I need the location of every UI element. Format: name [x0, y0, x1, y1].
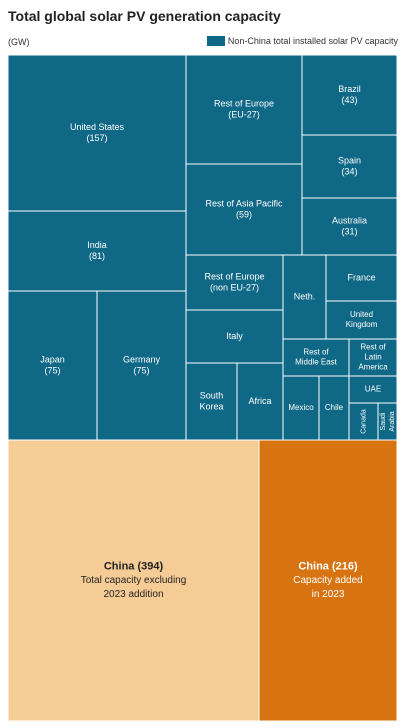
treemap-cell-united-states — [7, 54, 187, 212]
treemap-cell-chile — [318, 375, 350, 441]
treemap-cell-south-korea — [185, 362, 238, 441]
treemap-cell-australia — [301, 197, 398, 256]
treemap-label-rest-of-europe-eu27: Rest of Europe — [214, 98, 274, 108]
legend-swatch — [206, 36, 225, 46]
treemap-cell-china-existing — [7, 439, 260, 722]
treemap-node-united-states: United States(157) — [7, 54, 187, 212]
treemap-label-rest-of-latin-america: America — [358, 363, 388, 372]
treemap-node-france: France — [325, 254, 398, 302]
treemap-node-rest-of-europe-eu27: Rest of Europe(EU-27) — [185, 54, 303, 165]
treemap-node-mexico: Mexico — [282, 375, 320, 441]
treemap-label-south-korea: South — [200, 390, 224, 400]
treemap-label-canada: Canada — [360, 409, 367, 434]
treemap-cell-brazil — [301, 54, 398, 136]
treemap-label-germany: (75) — [133, 365, 149, 375]
treemap-label-japan: Japan — [40, 354, 65, 364]
treemap-label-brazil: (43) — [341, 95, 357, 105]
treemap-label-spain: Spain — [338, 155, 361, 165]
treemap-label-india: (81) — [89, 251, 105, 261]
treemap-label-rest-of-asia-pacific: Rest of Asia Pacific — [205, 198, 283, 208]
treemap-label-africa: Africa — [248, 396, 271, 406]
treemap-label-australia: (31) — [341, 226, 357, 236]
treemap-label-china-existing: China (394) — [104, 560, 164, 572]
treemap-node-italy: Italy — [185, 309, 284, 364]
treemap-label-china-added: China (216) — [298, 560, 358, 572]
treemap-cell-india — [7, 210, 187, 292]
treemap-label-united-states: (157) — [86, 133, 107, 143]
treemap-label-india: India — [87, 240, 107, 250]
legend-label: Non-China total installed solar PV capac… — [227, 36, 398, 46]
treemap-node-japan: Japan(75) — [7, 290, 98, 441]
treemap-node-australia: Australia(31) — [301, 197, 398, 256]
chart-title: Total global solar PV generation capacit… — [8, 8, 281, 24]
treemap-label-united-states: United States — [70, 122, 125, 132]
treemap-label-rest-of-europe-non-eu27: Rest of Europe — [204, 271, 264, 281]
treemap-label-rest-of-europe-non-eu27: (non EU-27) — [210, 282, 259, 292]
treemap-label-china-existing: Total capacity excluding — [81, 575, 187, 586]
treemap-label-rest-of-latin-america: Rest of — [360, 343, 386, 352]
treemap-node-africa: Africa — [236, 362, 284, 441]
treemap-cell-china-added — [258, 439, 398, 722]
treemap-node-uae: UAE — [348, 375, 398, 404]
treemap-label-germany: Germany — [123, 354, 161, 364]
treemap-label-mexico: Mexico — [288, 403, 314, 412]
treemap-node-germany: Germany(75) — [96, 290, 187, 441]
treemap-cell-japan — [7, 290, 98, 441]
treemap-cell-italy — [185, 309, 284, 364]
treemap-cell-spain — [301, 134, 398, 199]
treemap-label-saudi-arabia: Saudi — [380, 412, 387, 430]
treemap-label-spain: (34) — [341, 166, 357, 176]
treemap-label-china-added: Capacity added — [293, 575, 363, 586]
treemap-node-spain: Spain(34) — [301, 134, 398, 199]
treemap-cell-africa — [236, 362, 284, 441]
treemap-cell-united-kingdom — [325, 300, 398, 340]
treemap-node-brazil: Brazil(43) — [301, 54, 398, 136]
treemap-label-italy: Italy — [226, 331, 243, 341]
treemap-cell-rest-of-latin-america — [348, 338, 398, 377]
legend: Non-China total installed solar PV capac… — [206, 36, 398, 46]
treemap-label-chile: Chile — [325, 403, 344, 412]
treemap-label-rest-of-middle-east: Middle East — [295, 358, 338, 367]
treemap-label-rest-of-latin-america: Latin — [364, 353, 381, 362]
treemap-cell-rest-of-middle-east — [282, 338, 350, 377]
treemap-label-brazil: Brazil — [338, 84, 361, 94]
treemap-label-united-kingdom: Kingdom — [346, 320, 378, 329]
treemap-node-rest-of-europe-non-eu27: Rest of Europe(non EU-27) — [185, 254, 284, 311]
treemap-label-united-kingdom: United — [350, 310, 373, 319]
treemap-label-rest-of-middle-east: Rest of — [303, 348, 329, 357]
treemap-label-rest-of-asia-pacific: (59) — [236, 209, 252, 219]
treemap-node-india: India(81) — [7, 210, 187, 292]
treemap-node-china-added: China (216) Capacity added in 2023 — [258, 439, 398, 722]
treemap-label-japan: (75) — [44, 365, 60, 375]
treemap-label-uae: UAE — [365, 385, 381, 394]
treemap-label-south-korea: Korea — [199, 401, 223, 411]
treemap-node-chile: Chile — [318, 375, 350, 441]
treemap-cell-germany — [96, 290, 187, 441]
treemap-label-china-added: in 2023 — [312, 589, 345, 600]
unit-label: (GW) — [8, 37, 30, 47]
treemap-label-rest-of-europe-eu27: (EU-27) — [228, 109, 260, 119]
treemap-label-netherlands: Neth. — [294, 291, 316, 301]
treemap-cell-rest-of-asia-pacific — [185, 163, 303, 256]
treemap-node-saudi-arabia: Saudi Arabia — [377, 402, 398, 441]
treemap-label-france: France — [347, 272, 375, 282]
treemap-node-rest-of-asia-pacific: Rest of Asia Pacific(59) — [185, 163, 303, 256]
treemap-label-australia: Australia — [332, 215, 367, 225]
treemap-label-saudi-arabia: Arabia — [389, 411, 396, 431]
treemap-node-netherlands: Neth. — [282, 254, 327, 340]
treemap-label-china-existing: 2023 addition — [103, 589, 163, 600]
treemap-node-canada: Canada — [348, 402, 379, 441]
treemap-node-china-existing: China (394) Total capacity excluding 2023 … — [7, 439, 260, 722]
